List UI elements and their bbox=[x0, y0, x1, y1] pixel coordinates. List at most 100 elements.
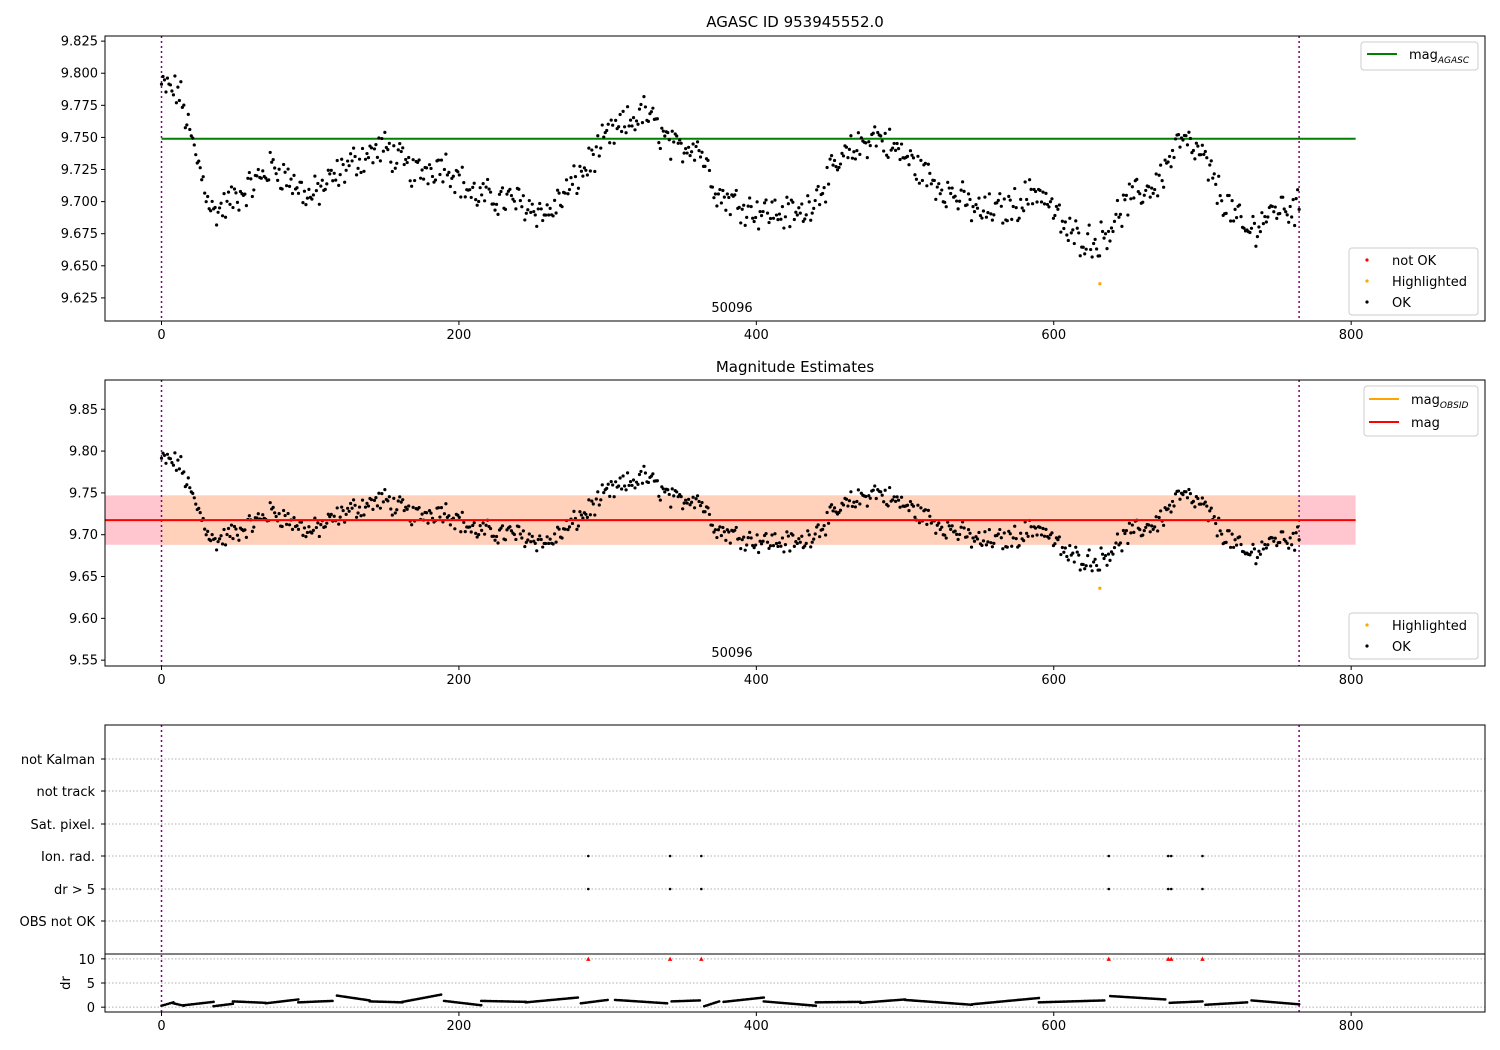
panel1-ok-point-145 bbox=[375, 155, 380, 159]
panel2-ok-point-163 bbox=[402, 508, 406, 513]
panel1-ok-point-594 bbox=[1044, 191, 1048, 195]
panel2-ytick-label-5: 9.80 bbox=[69, 445, 98, 460]
panel1-ok-point-162 bbox=[401, 146, 405, 150]
panel2-ok-point-681 bbox=[1173, 492, 1178, 496]
panel2-ok-point-659 bbox=[1141, 533, 1145, 537]
panel1-ok-point-174 bbox=[419, 176, 423, 180]
panel2-ytick-label-3: 9.70 bbox=[69, 528, 98, 543]
panel2-ok-point-312 bbox=[624, 488, 628, 492]
panel2-ok-point-569 bbox=[1007, 529, 1011, 533]
panel1-ok-point-97 bbox=[304, 203, 308, 207]
panel2-ok-point-309 bbox=[620, 487, 624, 491]
panel1-ok-point-294 bbox=[597, 154, 601, 158]
panel1-ok-point-686 bbox=[1181, 138, 1185, 142]
panel1-ok-point-263 bbox=[551, 214, 555, 218]
panel1-ok-point-43 bbox=[223, 215, 228, 219]
panel2-ok-point-751 bbox=[1278, 540, 1282, 545]
panel2-ok-point-340 bbox=[666, 488, 670, 492]
panel1-ok-point-698 bbox=[1199, 153, 1203, 157]
panel2-ok-point-761 bbox=[1293, 548, 1297, 552]
grid-layer bbox=[105, 758, 1485, 1008]
panel2-ok-point-292 bbox=[594, 497, 598, 501]
panel1-ok-point-284 bbox=[582, 166, 586, 170]
panel2-ok-point-510 bbox=[919, 506, 923, 510]
dr-ytick-label-1: 5 bbox=[87, 977, 95, 992]
panel1-ok-point-681 bbox=[1173, 137, 1178, 141]
panel1-ok-point-58 bbox=[246, 176, 250, 180]
panel2-ok-point-690 bbox=[1187, 487, 1191, 492]
panel2-ok-point-393 bbox=[745, 543, 749, 547]
panel1-ok-point-130 bbox=[353, 154, 357, 159]
panel1-ok-point-46 bbox=[228, 202, 232, 206]
panel2-ok-point-197 bbox=[453, 527, 457, 531]
panel1-ok-point-445 bbox=[822, 185, 826, 190]
panel1-ok-point-52 bbox=[237, 208, 241, 212]
panel1-ok-point-265 bbox=[554, 211, 558, 215]
panel2-ok-point-467 bbox=[855, 499, 859, 504]
panel2-ok-point-89 bbox=[292, 516, 296, 520]
panel1-ok-point-3 bbox=[164, 90, 168, 94]
panel1-ok-point-478 bbox=[871, 131, 875, 135]
panel2-ok-point-605 bbox=[1060, 545, 1064, 550]
panel1-ok-point-389 bbox=[739, 221, 743, 225]
panel1-ok-point-764 bbox=[1297, 207, 1301, 211]
panel2-ok-point-380 bbox=[725, 528, 729, 532]
panel1-ok-point-223 bbox=[491, 202, 496, 206]
panel2-ok-point-725 bbox=[1239, 542, 1243, 547]
panel1-ok-point-182 bbox=[430, 174, 435, 179]
panel1-ok-point-368 bbox=[707, 168, 712, 173]
panel2-ok-point-56 bbox=[243, 528, 247, 532]
flag-point-3-1 bbox=[668, 854, 672, 858]
panel1-ok-point-578 bbox=[1020, 206, 1024, 210]
panel1-ok-point-160 bbox=[398, 141, 402, 146]
panel2-ok-point-568 bbox=[1005, 545, 1009, 549]
panel1-ok-point-433 bbox=[804, 213, 808, 217]
panel2-ok-point-539 bbox=[962, 526, 966, 530]
panel1-ok-point-400 bbox=[755, 200, 759, 204]
panel1-ok-point-520 bbox=[934, 197, 938, 201]
dr-clipped-marker-3 bbox=[1106, 956, 1111, 961]
dr-point-25-21 bbox=[1201, 1000, 1204, 1003]
panel1-ok-point-616 bbox=[1077, 231, 1081, 235]
panel2-ok-point-571 bbox=[1010, 544, 1014, 548]
panel2-ok-point-166 bbox=[407, 504, 411, 508]
panel1-ok-point-209 bbox=[471, 185, 475, 189]
panel2-ok-point-582 bbox=[1026, 534, 1030, 538]
panel2-ok-point-749 bbox=[1275, 544, 1279, 548]
panel2-ok-point-395 bbox=[748, 530, 752, 534]
panel2-ok-point-191 bbox=[444, 502, 448, 506]
panel1-ok-point-434 bbox=[806, 194, 810, 198]
data-point-layer bbox=[105, 74, 1356, 1008]
panel1-ok-point-116 bbox=[332, 171, 336, 175]
panel1-ok-point-272 bbox=[564, 178, 569, 182]
panel1-legend-bottom-entry-0-label: not OK bbox=[1392, 254, 1437, 269]
panel1-ok-point-0 bbox=[159, 82, 164, 86]
panel2-ok-point-373 bbox=[715, 535, 719, 540]
panel2-ok-point-584 bbox=[1029, 525, 1033, 529]
panel2-ok-point-740 bbox=[1261, 547, 1265, 551]
panel1-ok-point-390 bbox=[740, 207, 744, 211]
panel1-ok-point-12 bbox=[177, 98, 181, 103]
panel1-ok-point-516 bbox=[928, 171, 932, 175]
panel2-ok-point-125 bbox=[346, 506, 350, 510]
panel2-ytick-label-2: 9.65 bbox=[69, 570, 98, 585]
panel1-ok-point-541 bbox=[965, 203, 969, 207]
panel1-ok-point-622 bbox=[1086, 232, 1090, 236]
panel2-ok-point-732 bbox=[1249, 550, 1254, 554]
panel1-ok-point-538 bbox=[961, 180, 965, 184]
panel1-ok-point-587 bbox=[1033, 189, 1038, 194]
panel1-ok-point-708 bbox=[1214, 182, 1218, 186]
panel2-ok-point-449 bbox=[828, 505, 832, 509]
panel1-ok-point-45 bbox=[226, 190, 231, 194]
panel2-ok-point-271 bbox=[563, 527, 567, 531]
flag-point-3-2 bbox=[700, 854, 703, 858]
panel2-ok-point-169 bbox=[411, 505, 415, 509]
panel1-ok-point-159 bbox=[396, 148, 400, 152]
panel1-ok-point-583 bbox=[1028, 178, 1032, 182]
panel2-ok-point-759 bbox=[1290, 543, 1294, 547]
panel2-ok-point-609 bbox=[1066, 558, 1070, 562]
panel1-ok-point-503 bbox=[908, 149, 913, 153]
panel1-ok-point-680 bbox=[1172, 155, 1176, 160]
panel1-ok-point-50 bbox=[234, 191, 238, 195]
